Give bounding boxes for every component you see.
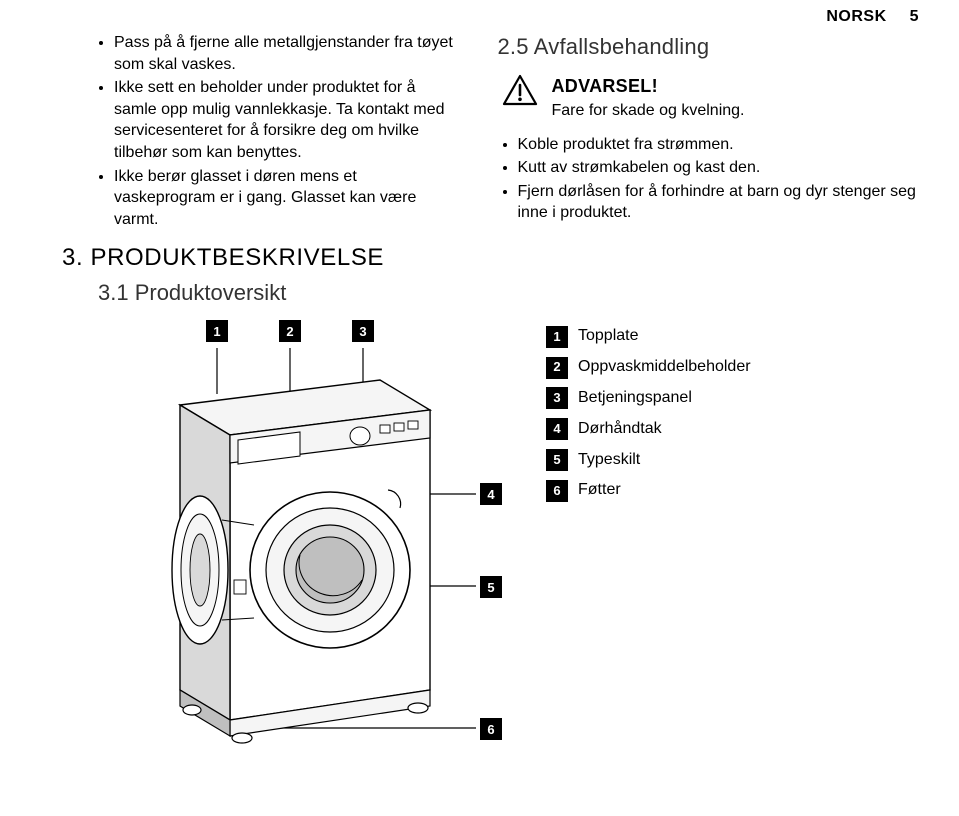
legend-badge-4: 4 bbox=[546, 418, 568, 440]
callout-badge-6: 6 bbox=[480, 718, 502, 740]
legend-row: 4 Dørhåndtak bbox=[546, 417, 919, 442]
callout-badge-2: 2 bbox=[279, 320, 301, 342]
warning-block: ADVARSEL! Fare for skade og kvelning. bbox=[498, 74, 920, 122]
section-2-5-heading: 2.5 Avfallsbehandling bbox=[498, 32, 920, 62]
list-item: Pass på å fjerne alle metallgjenstander … bbox=[114, 32, 462, 75]
page-number: 5 bbox=[910, 8, 919, 25]
list-item: Koble produktet fra strømmen. bbox=[518, 134, 920, 156]
section-title: Avfallsbehandling bbox=[534, 34, 709, 59]
right-bullet-list: Koble produktet fra strømmen. Kutt av st… bbox=[498, 134, 920, 224]
list-item: Fjern dørlåsen for å forhindre at barn o… bbox=[518, 181, 920, 224]
section-number: 2.5 bbox=[498, 34, 529, 59]
legend-row: 6 Føtter bbox=[546, 478, 919, 503]
legend-label: Betjeningspanel bbox=[578, 386, 692, 411]
callout-badge-4: 4 bbox=[480, 483, 502, 505]
warning-text: ADVARSEL! Fare for skade og kvelning. bbox=[552, 74, 745, 122]
section-3-1-heading: 3.1 Produktoversikt bbox=[40, 280, 919, 306]
left-bullet-list: Pass på å fjerne alle metallgjenstander … bbox=[40, 32, 462, 230]
warning-body: Fare for skade og kvelning. bbox=[552, 100, 745, 122]
warning-title: ADVARSEL! bbox=[552, 74, 745, 98]
product-overview: 1 2 3 4 5 6 bbox=[40, 320, 919, 755]
overview-legend: 1 Topplate 2 Oppvaskmiddelbeholder 3 Bet… bbox=[546, 320, 919, 755]
right-column: 2.5 Avfallsbehandling ADVARSEL! Fare for… bbox=[498, 32, 920, 232]
callout-badge-3: 3 bbox=[352, 320, 374, 342]
legend-badge-6: 6 bbox=[546, 480, 568, 502]
language-label: NORSK bbox=[826, 8, 886, 25]
legend-row: 3 Betjeningspanel bbox=[546, 386, 919, 411]
legend-row: 2 Oppvaskmiddelbeholder bbox=[546, 355, 919, 380]
warning-triangle-icon bbox=[502, 74, 538, 106]
page-header: NORSK 5 bbox=[826, 8, 919, 26]
legend-label: Dørhåndtak bbox=[578, 417, 662, 442]
left-column: Pass på å fjerne alle metallgjenstander … bbox=[40, 32, 462, 232]
legend-row: 1 Topplate bbox=[546, 324, 919, 349]
washing-machine-icon bbox=[130, 320, 510, 750]
two-column-body: Pass på å fjerne alle metallgjenstander … bbox=[40, 32, 919, 232]
legend-badge-5: 5 bbox=[546, 449, 568, 471]
list-item: Ikke sett en beholder under produktet fo… bbox=[114, 77, 462, 163]
list-item: Ikke berør glasset i døren mens et vaske… bbox=[114, 166, 462, 231]
legend-label: Oppvaskmiddelbeholder bbox=[578, 355, 751, 380]
callout-badge-5: 5 bbox=[480, 576, 502, 598]
section-3-heading: 3. PRODUKTBESKRIVELSE bbox=[40, 244, 919, 272]
legend-row: 5 Typeskilt bbox=[546, 448, 919, 473]
legend-label: Topplate bbox=[578, 324, 639, 349]
legend-badge-1: 1 bbox=[546, 326, 568, 348]
legend-badge-2: 2 bbox=[546, 357, 568, 379]
legend-label: Typeskilt bbox=[578, 448, 640, 473]
product-diagram-wrap: 1 2 3 4 5 6 bbox=[130, 320, 510, 755]
legend-label: Føtter bbox=[578, 478, 621, 503]
callout-badge-1: 1 bbox=[206, 320, 228, 342]
legend-badge-3: 3 bbox=[546, 387, 568, 409]
list-item: Kutt av strømkabelen og kast den. bbox=[518, 157, 920, 179]
